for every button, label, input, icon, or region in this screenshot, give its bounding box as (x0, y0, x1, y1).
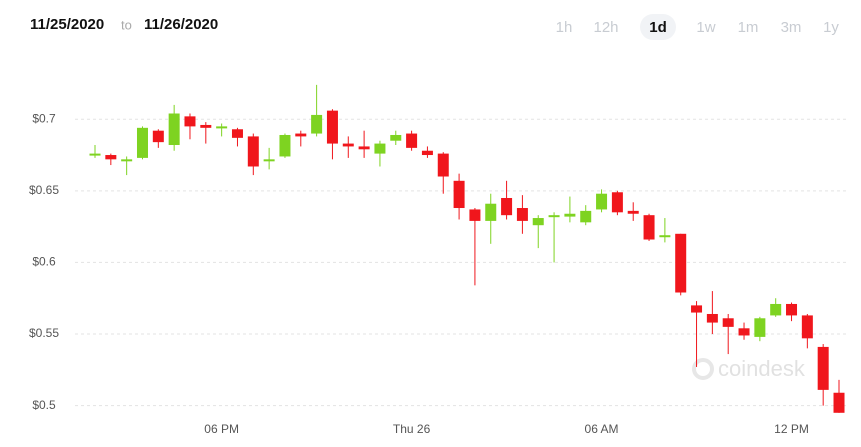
range-button[interactable]: 1y (823, 19, 839, 36)
candle-body (469, 209, 481, 221)
candle-body (706, 313, 718, 323)
candle-body (279, 134, 291, 157)
candle-body (168, 113, 180, 146)
candle-body (406, 133, 418, 148)
candle-body (216, 126, 228, 129)
candle-body (833, 392, 845, 413)
x-tick-label: 12 PM (774, 422, 809, 436)
candle-body (121, 159, 133, 162)
candle-body (231, 129, 243, 138)
candle-body (295, 133, 307, 137)
watermark-logo (692, 358, 714, 380)
candle-body (801, 315, 813, 339)
from-date: 11/25/2020 (30, 16, 104, 33)
candle-body (485, 203, 497, 221)
candle-body (453, 180, 465, 209)
candle-body (501, 197, 513, 216)
candle-body (342, 143, 354, 147)
candle-body (136, 127, 148, 158)
candle-body (786, 303, 798, 316)
candle-body (770, 303, 782, 316)
candle-body (152, 130, 164, 143)
x-tick-label: Thu 26 (393, 422, 431, 436)
candle-body (200, 124, 212, 128)
y-tick-label: $0.6 (32, 255, 56, 269)
y-tick-label: $0.5 (32, 398, 56, 412)
candle-body (326, 110, 338, 144)
watermark-text: coindesk (718, 356, 806, 381)
x-tick-label: 06 PM (204, 422, 239, 436)
candle-body (184, 116, 196, 127)
candle-body (516, 208, 528, 221)
candle-body (247, 136, 259, 167)
candle-body (548, 215, 560, 218)
to-date: 11/26/2020 (144, 16, 218, 33)
candle-body (659, 235, 671, 238)
candle-body (358, 146, 370, 150)
y-tick-label: $0.55 (29, 326, 59, 340)
candle-body (643, 215, 655, 240)
candle-body (564, 213, 576, 217)
range-highlight (640, 14, 676, 40)
candle-body (437, 153, 449, 177)
range-button[interactable]: 1d (649, 19, 667, 36)
candle-body (675, 233, 687, 293)
candle-body (722, 318, 734, 327)
range-button[interactable]: 1m (738, 19, 759, 36)
watermark: coindesk (692, 356, 806, 381)
candle-body (390, 134, 402, 141)
candle-body (596, 193, 608, 210)
candle-body (580, 210, 592, 223)
plot: $0.5 $0.55 $0.6 $0.65 $0.7 06 PM Thu 26 06 AM 12… (29, 84, 848, 436)
candle-body (691, 305, 703, 313)
candle-body (611, 192, 623, 213)
date-separator: to (121, 17, 132, 32)
candle-body (311, 114, 323, 134)
candle-body (421, 150, 433, 156)
candle-body (89, 153, 101, 156)
range-selector: 1h 12h 1d 1w 1m 3m 1y (556, 14, 839, 40)
candle-body (627, 210, 639, 214)
range-button[interactable]: 3m (781, 19, 802, 36)
range-button[interactable]: 1w (696, 19, 715, 36)
candle-body (754, 318, 766, 337)
y-tick-label: $0.7 (32, 111, 56, 125)
y-tick-label: $0.65 (29, 183, 59, 197)
x-tick-label: 06 AM (585, 422, 619, 436)
candle-body (263, 159, 275, 162)
candle-body (817, 346, 829, 390)
candle-body (738, 328, 750, 336)
range-button[interactable]: 1h (556, 19, 573, 36)
candle-body (374, 143, 386, 154)
candle-body (105, 155, 117, 160)
range-button[interactable]: 12h (593, 19, 618, 36)
candle-body (532, 218, 544, 226)
